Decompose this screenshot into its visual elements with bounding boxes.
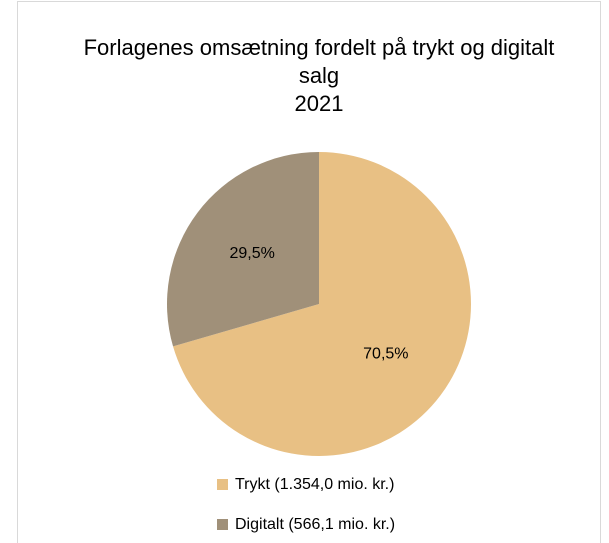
legend-label: Trykt (1.354,0 mio. kr.)	[235, 476, 394, 493]
legend-label: Digitalt (566,1 mio. kr.)	[235, 516, 395, 533]
legend-swatch	[217, 479, 228, 490]
data-label: 29,5%	[229, 245, 274, 262]
pie-slice	[167, 152, 319, 347]
chart-title: Forlagenes omsætning fordelt på trykt og…	[83, 35, 555, 88]
chart-subtitle: 2021	[294, 91, 344, 116]
pie-slice	[173, 152, 472, 456]
chart-border	[17, 1, 601, 543]
legend-swatch	[217, 519, 228, 530]
data-label: 70,5%	[363, 345, 408, 362]
